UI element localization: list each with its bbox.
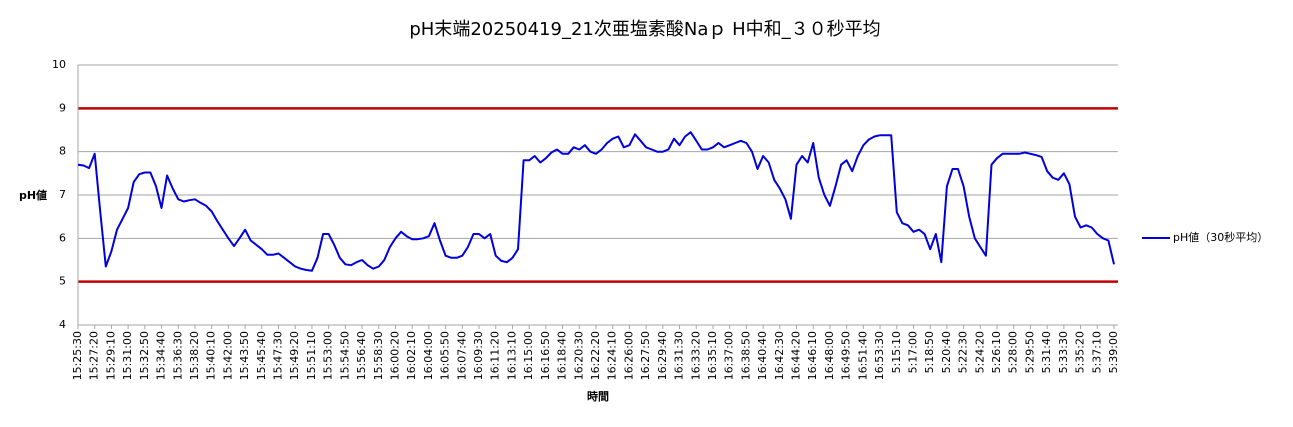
x-tick-label: 15:51:10 (305, 331, 318, 380)
x-tick-label: 15:25:30 (71, 331, 84, 380)
x-tick-label: 16:27:50 (639, 331, 652, 380)
x-tick-label: 15:29:10 (104, 331, 117, 380)
x-tick-label: 16:00:20 (388, 331, 401, 380)
x-tick-label: 5:18:50 (923, 331, 936, 373)
y-tick-label: 4 (59, 318, 66, 331)
y-tick-label: 10 (52, 58, 66, 71)
x-tick-label: 16:20:30 (572, 331, 585, 380)
x-tick-label: 16:07:40 (455, 331, 468, 380)
x-tick-label: 15:36:30 (171, 331, 184, 380)
x-tick-label: 16:02:10 (405, 331, 418, 380)
x-tick-label: 16:37:00 (723, 331, 736, 380)
chart-title: pH末端20250419_21次亜塩素酸Naｐ H中和_３０秒平均 (409, 19, 880, 40)
x-tick-label: 16:13:10 (505, 331, 518, 380)
y-tick-label: 5 (59, 275, 66, 288)
x-tick-label: 5:26:10 (990, 331, 1003, 373)
x-tick-label: 16:29:40 (656, 331, 669, 380)
x-tick-label: 5:39:00 (1107, 331, 1120, 373)
x-tick-label: 16:46:10 (806, 331, 819, 380)
x-tick-label: 16:22:20 (589, 331, 602, 380)
x-tick-label: 15:32:50 (138, 331, 151, 380)
x-tick-label: 16:51:40 (856, 331, 869, 380)
x-tick-label: 16:05:50 (439, 331, 452, 380)
x-tick-label: 16:44:20 (790, 331, 803, 380)
x-tick-label: 16:04:00 (422, 331, 435, 380)
x-tick-label: 15:54:50 (338, 331, 351, 380)
data-line (77, 131, 1115, 272)
y-tick-label: 6 (59, 231, 66, 244)
x-tick-label: 15:58:30 (372, 331, 385, 380)
x-tick-label: 5:33:30 (1057, 331, 1070, 373)
x-tick-label: 15:31:00 (121, 331, 134, 380)
x-tick-label: 16:38:50 (739, 331, 752, 380)
x-tick-label: 5:20:40 (940, 331, 953, 373)
x-tick-label: 15:53:00 (322, 331, 335, 380)
x-tick-label: 16:48:00 (823, 331, 836, 380)
x-tick-label: 15:27:20 (88, 331, 101, 380)
x-tick-label: 16:18:40 (556, 331, 569, 380)
x-tick-label: 16:24:10 (606, 331, 619, 380)
legend-label: pH値（30秒平均） (1173, 230, 1268, 244)
x-tick-label: 5:22:30 (957, 331, 970, 373)
x-tick-label: 15:43:50 (238, 331, 251, 380)
x-tick-label: 16:42:30 (773, 331, 786, 380)
y-axis-title: pH値 (19, 188, 47, 202)
x-tick-label: 16:09:30 (472, 331, 485, 380)
x-tick-label: 16:15:00 (522, 331, 535, 380)
x-tick-label: 16:53:30 (873, 331, 886, 380)
x-tick-label: 16:11:20 (489, 331, 502, 380)
x-tick-label: 15:42:00 (221, 331, 234, 380)
x-tick-label: 5:29:50 (1023, 331, 1036, 373)
x-tick-label: 15:56:40 (355, 331, 368, 380)
y-tick-label: 9 (59, 101, 66, 114)
y-tick-label: 7 (59, 188, 66, 201)
x-tick-label: 16:35:10 (706, 331, 719, 380)
x-tick-label: 5:35:20 (1074, 331, 1087, 373)
x-tick-label: 16:33:20 (689, 331, 702, 380)
x-tick-label: 15:38:20 (188, 331, 201, 380)
x-tick-label: 5:24:20 (973, 331, 986, 373)
x-tick-label: 15:34:40 (155, 331, 168, 380)
x-tick-label: 5:15:10 (890, 331, 903, 373)
x-tick-label: 15:40:10 (205, 331, 218, 380)
x-tick-label: 5:31:40 (1040, 331, 1053, 373)
x-tick-label: 5:37:10 (1090, 331, 1103, 373)
x-axis-title: 時間 (587, 389, 609, 403)
x-tick-label: 15:45:40 (255, 331, 268, 380)
x-tick-label: 15:47:30 (272, 331, 285, 380)
y-tick-label: 8 (59, 145, 66, 158)
x-tick-label: 16:40:40 (756, 331, 769, 380)
x-tick-label: 16:49:50 (840, 331, 853, 380)
x-tick-label: 16:26:00 (622, 331, 635, 380)
x-tick-label: 16:31:30 (673, 331, 686, 380)
x-tick-label: 16:16:50 (539, 331, 552, 380)
x-tick-label: 5:28:00 (1007, 331, 1020, 373)
x-tick-label: 5:17:00 (906, 331, 919, 373)
x-tick-label: 15:49:20 (288, 331, 301, 380)
